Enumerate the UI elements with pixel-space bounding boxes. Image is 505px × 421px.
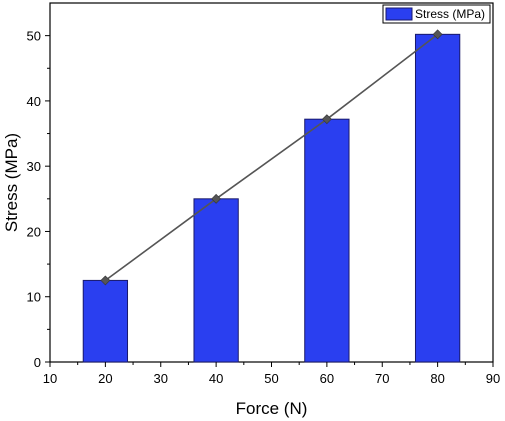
legend-label: Stress (MPa) (415, 7, 485, 21)
x-tick-label-30: 30 (154, 371, 168, 386)
y-tick-label-10: 10 (27, 290, 41, 305)
y-tick-label-50: 50 (27, 29, 41, 44)
bar-20 (82, 279, 129, 363)
trend-line-group (100, 29, 443, 286)
x-tick-label-20: 20 (98, 371, 112, 386)
legend: Stress (MPa) (382, 4, 491, 24)
bar-60 (304, 118, 350, 363)
marker-60 (321, 114, 332, 125)
bar-80 (414, 33, 461, 363)
x-tick-label-40: 40 (209, 371, 223, 386)
legend-swatch (385, 7, 413, 21)
marker-80 (432, 29, 443, 40)
bars-group (82, 33, 461, 363)
trend-line (104, 33, 439, 282)
x-tick-label-10: 10 (43, 371, 57, 386)
x-tick-label-90: 90 (486, 371, 500, 386)
x-tick-label-70: 70 (375, 371, 389, 386)
x-tick-label-60: 60 (320, 371, 334, 386)
marker-20 (100, 275, 111, 286)
x-axis-title: Force (N) (236, 399, 308, 418)
y-tick-label-20: 20 (27, 224, 41, 239)
x-tick-label-80: 80 (430, 371, 444, 386)
y-tick-label-40: 40 (27, 94, 41, 109)
y-tick-label-0: 0 (34, 355, 41, 370)
y-tick-label-30: 30 (27, 159, 41, 174)
bar-40 (193, 198, 239, 363)
marker-40 (211, 193, 222, 204)
y-axis-title: Stress (MPa) (2, 133, 21, 232)
x-tick-label-50: 50 (264, 371, 278, 386)
